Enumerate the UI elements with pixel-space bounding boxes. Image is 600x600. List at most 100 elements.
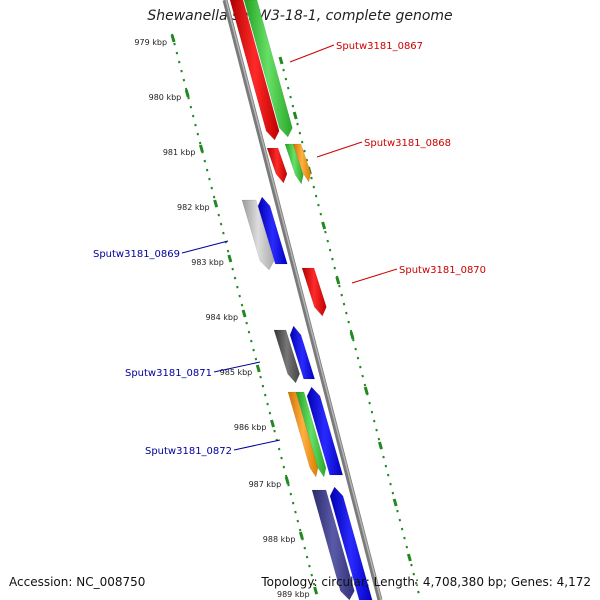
outer-minor-tick — [289, 95, 292, 99]
inner-minor-tick — [226, 249, 230, 253]
gene-feature[interactable] — [329, 486, 373, 600]
inner-major-tick — [170, 34, 176, 43]
inner-major-tick — [184, 89, 190, 98]
inner-major-tick — [270, 419, 275, 428]
inner-minor-tick — [305, 555, 309, 559]
genome-backbone-highlight — [225, 0, 382, 600]
outer-minor-tick — [331, 257, 334, 261]
gene-label[interactable]: Sputw3181_0867 — [336, 41, 423, 52]
tick-label: 981 kbp — [163, 148, 196, 157]
outer-minor-tick — [417, 590, 420, 594]
outer-minor-tick — [291, 104, 295, 108]
tick-track-inner — [170, 33, 319, 595]
outer-minor-tick — [296, 122, 299, 126]
inner-minor-tick — [282, 465, 286, 469]
inner-minor-tick — [191, 114, 195, 118]
outer-minor-tick — [363, 383, 367, 387]
inner-minor-tick — [182, 78, 186, 82]
inner-major-tick — [227, 254, 233, 263]
inner-major-tick — [313, 586, 319, 595]
tick-label: 979 kbp — [134, 38, 167, 47]
gene-feature[interactable] — [289, 325, 316, 380]
outer-minor-tick — [405, 545, 409, 549]
inner-minor-tick — [238, 294, 241, 298]
outer-major-tick — [292, 111, 298, 120]
inner-minor-tick — [284, 474, 288, 478]
outer-minor-tick — [340, 293, 343, 297]
inner-minor-tick — [196, 132, 200, 136]
gene-label[interactable]: Sputw3181_0869 — [93, 249, 180, 260]
inner-minor-tick — [177, 60, 181, 64]
inner-minor-tick — [236, 285, 239, 289]
gene-feature[interactable] — [287, 391, 319, 478]
gene-label-leader — [316, 141, 363, 158]
inner-minor-tick — [303, 546, 306, 550]
gene-feature[interactable] — [273, 329, 300, 384]
inner-minor-tick — [277, 447, 281, 451]
gene-label-leader — [213, 361, 261, 373]
gene-label-leader — [233, 439, 281, 451]
inner-minor-tick — [310, 573, 313, 577]
outer-minor-tick — [328, 248, 332, 252]
outer-minor-tick — [345, 311, 348, 315]
inner-minor-tick — [222, 231, 225, 235]
outer-minor-tick — [398, 518, 402, 522]
outer-minor-tick — [368, 401, 371, 405]
outer-major-tick — [321, 221, 327, 230]
gene-feature[interactable] — [266, 147, 288, 184]
gene-label-leader — [351, 268, 398, 284]
inner-minor-tick — [245, 321, 248, 325]
inner-minor-tick — [203, 159, 207, 163]
gene-feature[interactable] — [229, 0, 280, 141]
outer-minor-tick — [319, 212, 322, 216]
outer-minor-tick — [370, 410, 374, 414]
inner-minor-tick — [180, 69, 183, 73]
outer-minor-tick — [347, 320, 350, 324]
inner-major-tick — [255, 364, 261, 373]
outer-minor-tick — [412, 572, 415, 576]
outer-minor-tick — [312, 185, 316, 189]
gene-label[interactable]: Sputw3181_0872 — [145, 446, 232, 457]
outer-minor-tick — [342, 302, 346, 306]
inner-major-tick — [298, 531, 304, 540]
gene-label[interactable]: Sputw3181_0868 — [364, 138, 451, 149]
inner-major-tick — [241, 309, 247, 318]
outer-minor-tick — [333, 266, 336, 270]
inner-minor-tick — [175, 51, 179, 55]
gene-feature[interactable] — [257, 196, 288, 265]
inner-minor-tick — [268, 411, 272, 415]
outer-minor-tick — [389, 482, 392, 486]
outer-minor-tick — [359, 365, 362, 369]
gene-feature[interactable] — [241, 199, 275, 271]
gene-label-leader — [181, 240, 229, 254]
outer-major-tick — [392, 498, 398, 507]
inner-minor-tick — [173, 42, 176, 46]
accession-label: Accession: NC_008750 — [9, 575, 146, 589]
gene-feature[interactable] — [243, 0, 293, 138]
gene-feature[interactable] — [311, 489, 355, 600]
gene-label[interactable]: Sputw3181_0870 — [399, 265, 486, 276]
genome-stats-label: Topology: circular; Length: 4,708,380 bp… — [261, 575, 591, 589]
outer-minor-tick — [391, 491, 395, 495]
tick-label: 986 kbp — [234, 423, 267, 432]
gene-feature[interactable] — [306, 386, 344, 476]
inner-minor-tick — [217, 213, 220, 217]
outer-minor-tick — [361, 374, 364, 378]
gene-feature[interactable] — [292, 143, 312, 183]
inner-minor-tick — [198, 141, 202, 145]
tick-label: 982 kbp — [177, 203, 210, 212]
inner-minor-tick — [289, 492, 293, 496]
gene-label-leader — [289, 44, 335, 63]
inner-minor-tick — [252, 348, 255, 352]
gene-track — [229, 0, 373, 600]
map-title: Shewanella sp. W3-18-1, complete genome — [147, 8, 453, 24]
inner-minor-tick — [212, 195, 216, 199]
gene-feature[interactable] — [284, 143, 304, 185]
inner-major-tick — [213, 199, 219, 208]
gene-label[interactable]: Sputw3181_0871 — [125, 368, 212, 379]
inner-minor-tick — [312, 582, 316, 586]
gene-feature[interactable] — [295, 391, 327, 478]
gene-feature[interactable] — [301, 267, 327, 317]
inner-minor-tick — [194, 123, 197, 127]
